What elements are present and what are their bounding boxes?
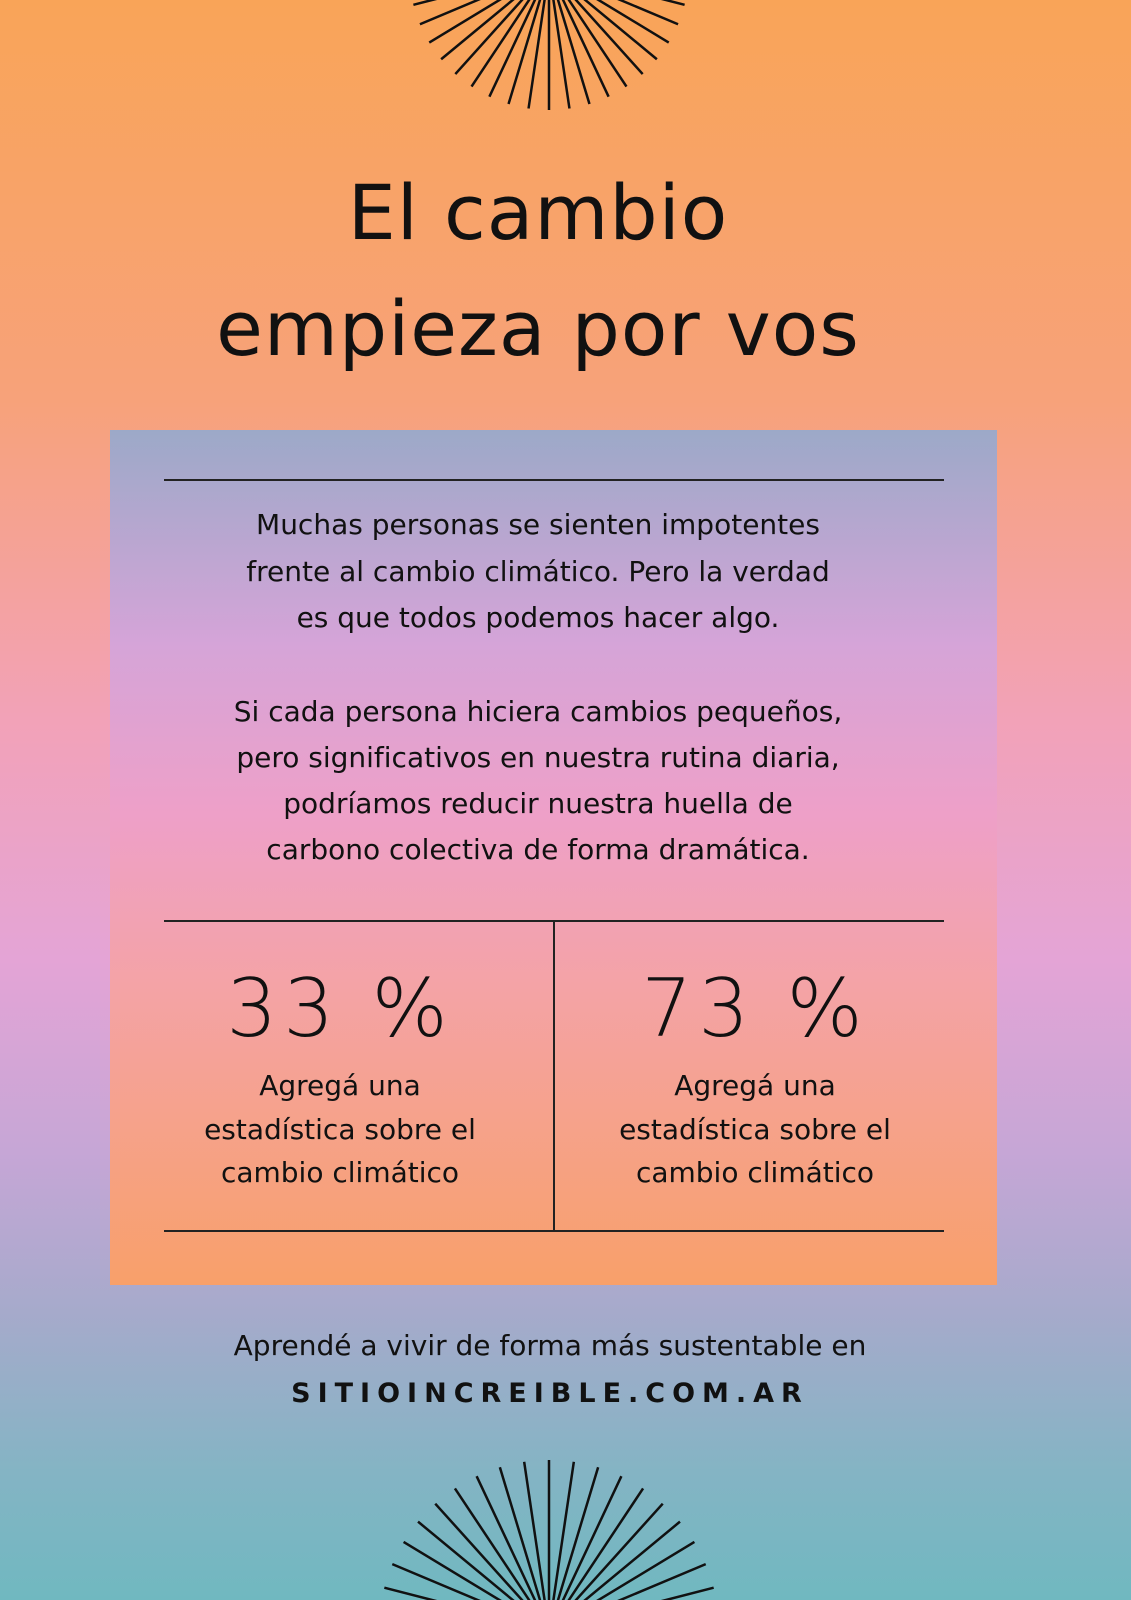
ray (574, 1502, 664, 1600)
stat-label: Agregá una (674, 1069, 836, 1102)
text-line: Si cada persona hiciera cambios pequeños… (233, 695, 843, 728)
stat-label: estadística sobre el (619, 1113, 891, 1146)
footer-text: Aprendé a vivir de forma más sustentable… (233, 1329, 867, 1362)
footer-link[interactable]: SITIOINCREIBLE.COM.AR (291, 1378, 809, 1409)
ray (391, 1562, 481, 1600)
ray (522, 1461, 546, 1600)
ray (527, 0, 546, 109)
ray (561, 1475, 623, 1600)
ray (552, 0, 571, 109)
ray (596, 0, 670, 44)
text-line: carbono colectiva de forma dramática. (266, 833, 810, 866)
text-line: es que todos podemos hacer algo. (296, 601, 780, 634)
ray (434, 1502, 524, 1600)
title-line: empieza por vos (216, 284, 860, 373)
text-line: Muchas personas se sienten impotentes (256, 508, 820, 541)
ray (475, 1475, 537, 1600)
stat-label: estadística sobre el (204, 1113, 476, 1146)
ray (440, 0, 515, 61)
ray (660, 0, 685, 7)
ray (556, 0, 591, 105)
text-line: pero significativos en nuestra rutina di… (236, 741, 840, 774)
ray (617, 1562, 707, 1600)
stat-label: cambio climático (635, 1156, 875, 1189)
ray (567, 0, 628, 88)
ray (561, 0, 610, 98)
ray (596, 1540, 696, 1600)
text-line: podríamos reducir nuestra huella de (283, 787, 793, 820)
ray (552, 1461, 576, 1600)
sunburst (413, 0, 685, 110)
stat-value: 33 % (226, 962, 454, 1055)
ray (498, 1466, 542, 1600)
stat-label: Agregá una (259, 1069, 421, 1102)
ray (384, 1586, 438, 1600)
ray (567, 1487, 645, 1600)
divider (164, 479, 944, 481)
ray (402, 1540, 502, 1600)
ray (556, 1466, 600, 1600)
ray (507, 0, 542, 105)
ray (453, 1487, 531, 1600)
ray (617, 0, 679, 26)
ray (419, 0, 481, 26)
stat-label: cambio climático (220, 1156, 460, 1189)
ray (574, 0, 644, 75)
title-line: El cambio (347, 168, 729, 257)
text-line: frente al cambio climático. Pero la verd… (246, 555, 830, 588)
ray (660, 1586, 714, 1600)
stat-value: 73 % (641, 962, 869, 1055)
ray (583, 0, 658, 61)
ray (417, 1520, 515, 1600)
divider (553, 920, 555, 1231)
ray (470, 0, 531, 88)
ray (454, 0, 524, 75)
sunburst (384, 1460, 714, 1600)
ray (488, 0, 537, 98)
ray (413, 0, 438, 7)
ray (583, 1520, 681, 1600)
ray (428, 0, 502, 44)
